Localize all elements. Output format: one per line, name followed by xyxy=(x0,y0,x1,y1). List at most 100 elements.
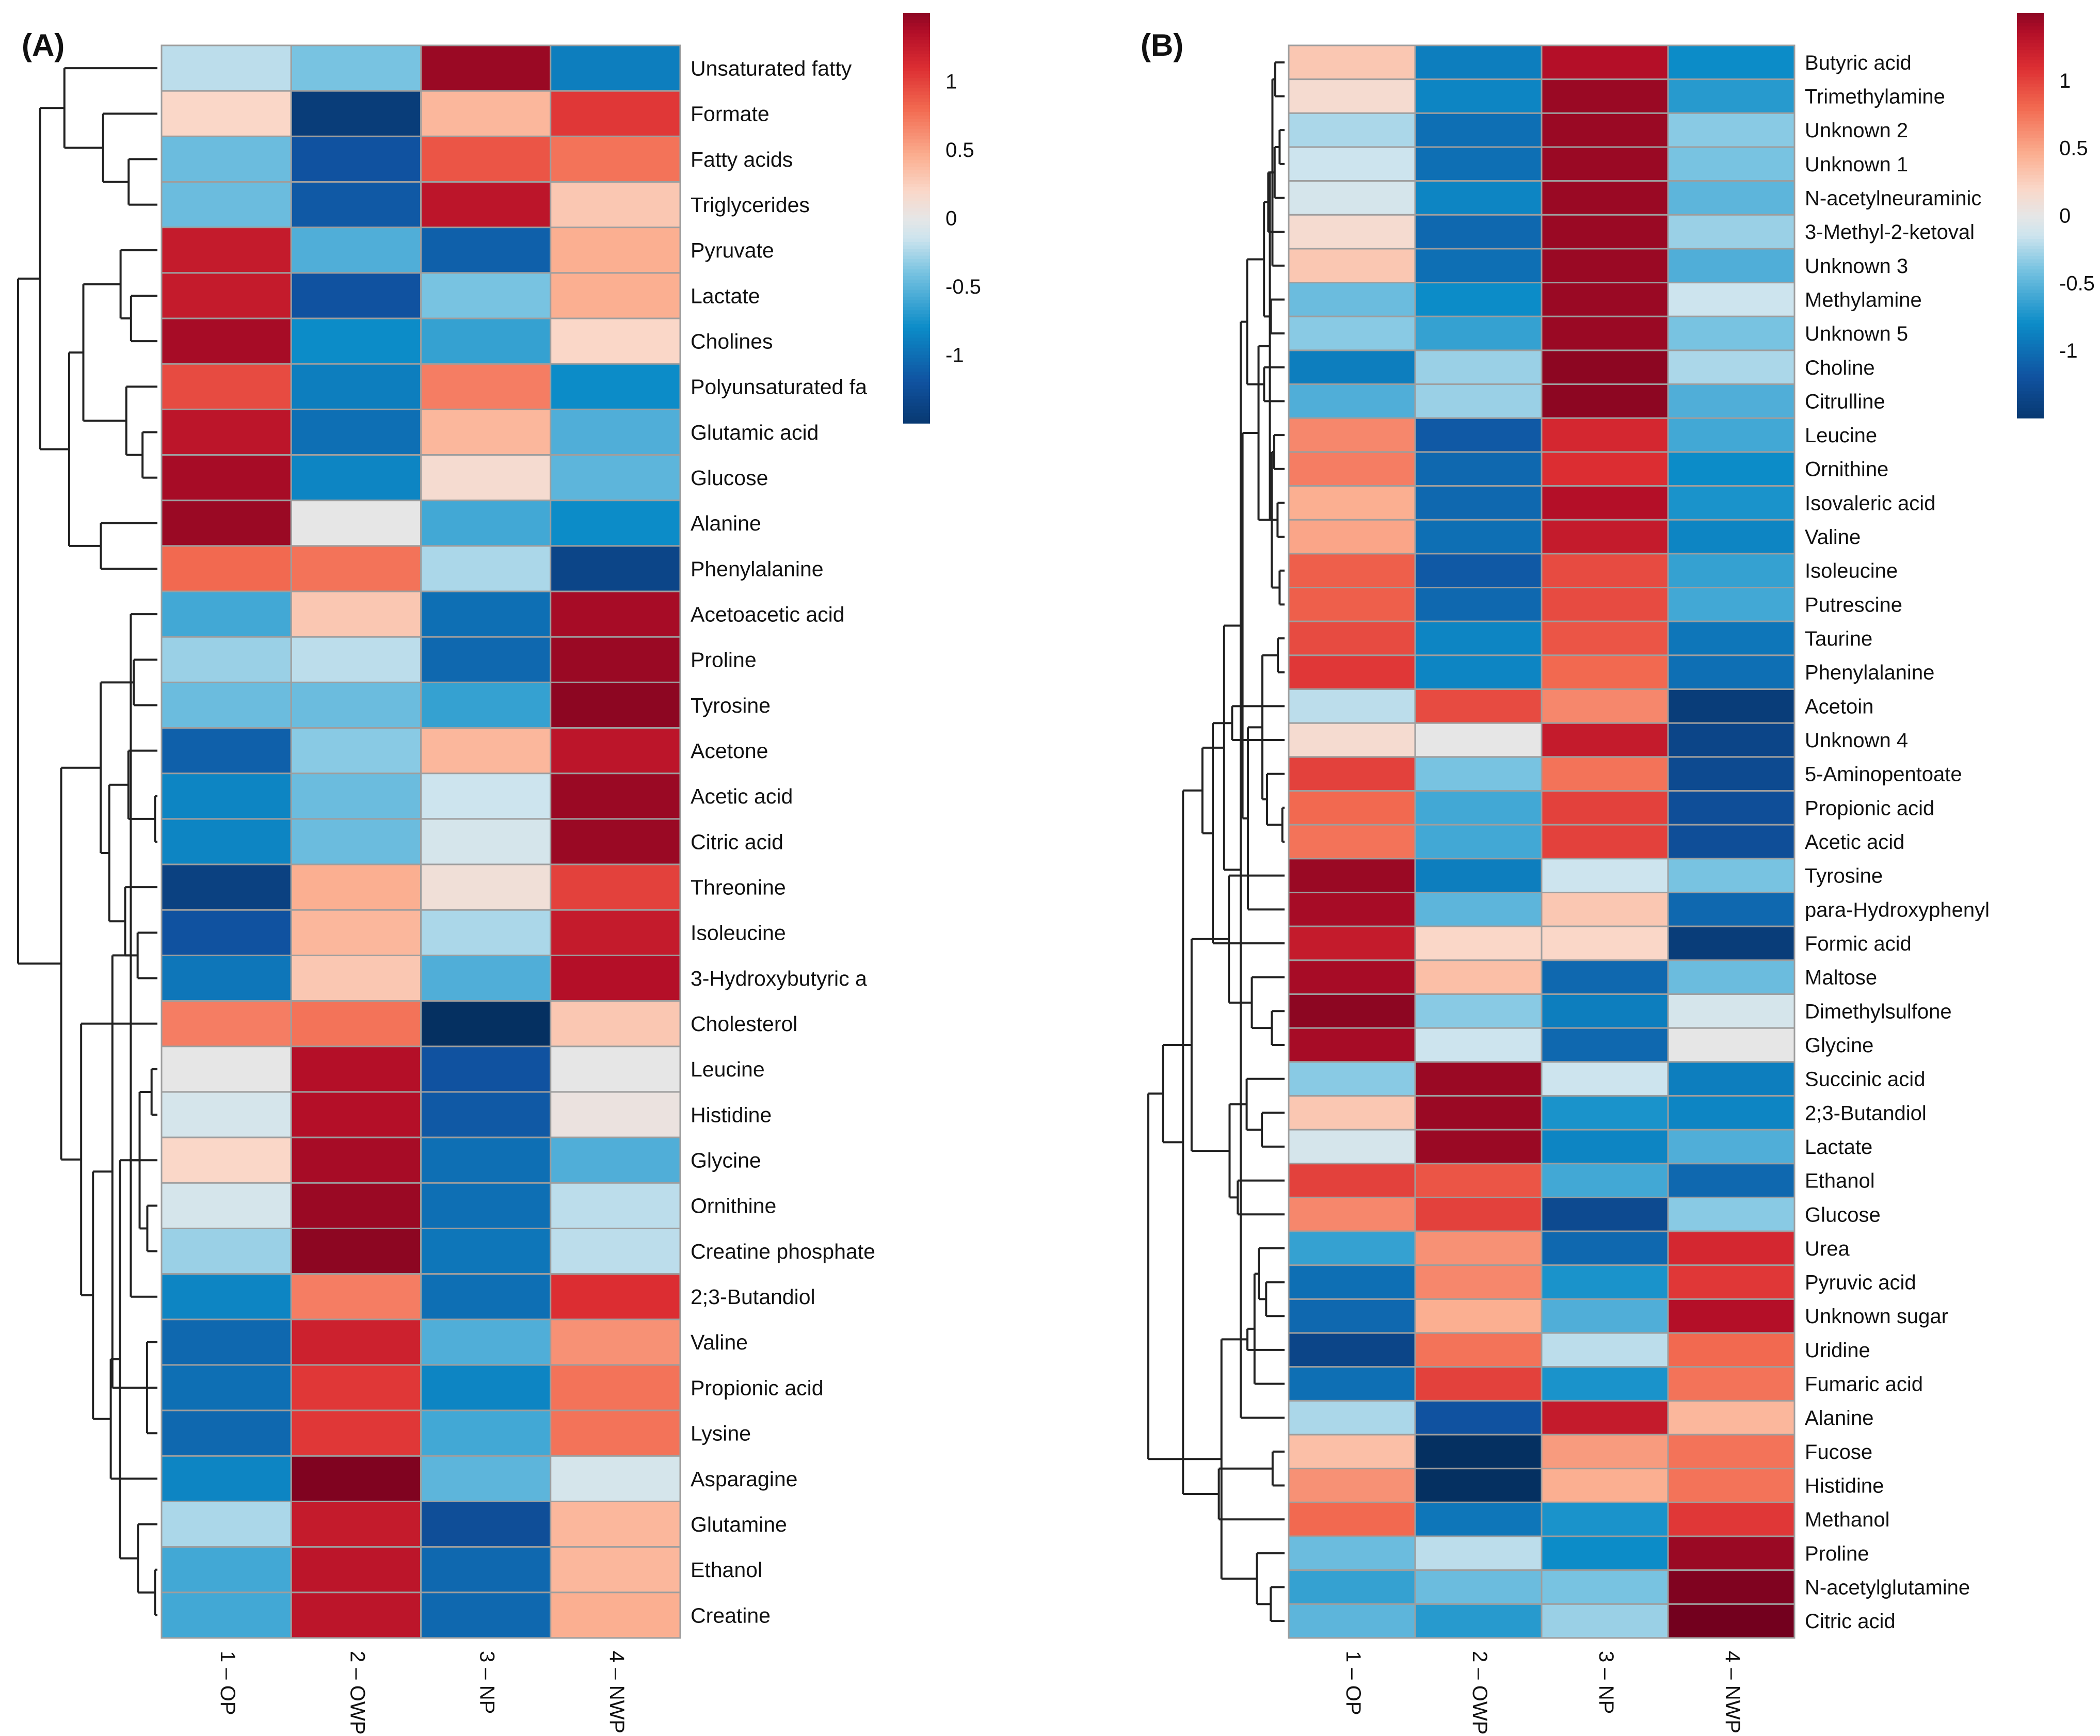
panel-a-heatmap-cell xyxy=(420,1546,552,1594)
panel-b-heatmap-cell xyxy=(1414,180,1543,216)
panel-a-heatmap-cell xyxy=(420,90,552,137)
panel-a-colorbar-segment xyxy=(903,153,930,157)
panel-b-colorbar-segment xyxy=(2017,107,2044,111)
panel-a-heatmap-cell xyxy=(550,681,681,729)
panel-b-colorbar-segment xyxy=(2017,90,2044,94)
panel-b-colorbar-segment xyxy=(2017,283,2044,287)
panel-b-colorbar-segment xyxy=(2017,26,2044,30)
panel-a-colorbar-segment xyxy=(903,105,930,109)
panel-a-colorbar-segment xyxy=(903,252,930,256)
panel-b-heatmap-cell xyxy=(1667,553,1796,589)
panel-b-heatmap-cell xyxy=(1414,146,1543,182)
panel-b-colorbar-segment xyxy=(2017,300,2044,304)
panel-b-heatmap-cell xyxy=(1288,1061,1416,1097)
panel-b-column-label: 3 – NP xyxy=(1595,1651,1617,1714)
panel-a-row-label: Proline xyxy=(691,648,757,672)
panel-a-colorbar-segment xyxy=(903,23,930,27)
panel-b-colorbar-segment xyxy=(2017,20,2044,24)
panel-a-colorbar-segment xyxy=(903,249,930,253)
panel-b-heatmap-cell xyxy=(1667,146,1796,182)
panel-b-colorbar-segment xyxy=(2017,357,2044,361)
panel-a-colorbar-segment xyxy=(903,331,930,335)
panel-b-heatmap-cell xyxy=(1541,485,1669,521)
panel-b-heatmap-cell xyxy=(1414,1468,1543,1503)
panel-b-heatmap-cell xyxy=(1541,112,1669,148)
panel-a-colorbar-segment xyxy=(903,355,930,359)
panel-a-heatmap-cell xyxy=(420,1227,552,1275)
panel-a-heatmap-cell xyxy=(161,727,292,775)
panel-b-row-label: Butyric acid xyxy=(1805,52,1912,74)
panel-a-colorbar-segment xyxy=(903,156,930,160)
panel-b-heatmap-cell xyxy=(1541,417,1669,453)
panel-b-heatmap-cell xyxy=(1414,993,1543,1029)
panel-a-row-label: Ethanol xyxy=(691,1558,762,1582)
panel-b-heatmap-cell xyxy=(1288,1569,1416,1605)
panel-b-heatmap-cell xyxy=(1288,417,1416,453)
panel-b-heatmap-cell xyxy=(1288,620,1416,656)
panel-a-row-label: Formate xyxy=(691,102,770,126)
panel-a-heatmap-cell xyxy=(290,1319,422,1366)
heatmap-panel-b: (B) Butyric acid Trimethylamine Unknown 2 Un… xyxy=(1141,13,2095,1734)
panel-b-heatmap-cell xyxy=(1541,1163,1669,1198)
panel-a-row-label: Phenylalanine xyxy=(691,557,824,581)
panel-b-row-label: Propionic acid xyxy=(1805,797,1934,819)
panel-b-row-label: Methanol xyxy=(1805,1508,1890,1531)
panel-b-colorbar-segment xyxy=(2017,404,2044,409)
panel-b-heatmap-cell xyxy=(1667,1400,1796,1436)
panel-b-heatmap-cell xyxy=(1288,146,1416,182)
panel-b-heatmap-cell xyxy=(1414,1400,1543,1436)
panel-a-heatmap-cell xyxy=(420,773,552,820)
panel-a-colorbar-segment xyxy=(903,382,930,386)
panel-a-heatmap-cell xyxy=(420,1455,552,1502)
panel-b-heatmap-cell xyxy=(1288,688,1416,724)
panel-a-heatmap-cell xyxy=(161,1136,292,1184)
panel-a-heatmap-cell xyxy=(550,727,681,775)
panel-a-colorbar-segment xyxy=(903,293,930,297)
panel-b-colorbar-segment xyxy=(2017,73,2044,78)
panel-b-heatmap-cell xyxy=(1414,620,1543,656)
panel-b-heatmap-cell xyxy=(1541,315,1669,351)
panel-a-colorbar-segment xyxy=(903,159,930,164)
panel-a-heatmap-cell xyxy=(290,272,422,319)
panel-b-colorbar-segment xyxy=(2017,327,2044,331)
panel-a-colorbar-segment xyxy=(903,43,930,48)
panel-a-colorbar-segment xyxy=(903,16,930,21)
panel-b-row-label: Unknown 5 xyxy=(1805,323,1908,345)
panel-a-heatmap-cell xyxy=(420,1091,552,1138)
panel-b-heatmap-cell xyxy=(1667,891,1796,927)
panel-a-row-label: Glycine xyxy=(691,1149,761,1172)
panel-a-heatmap-cell xyxy=(161,681,292,729)
panel-a-colorbar-segment xyxy=(903,272,930,277)
panel-b-colorbar-segment xyxy=(2017,154,2044,159)
panel-b-heatmap-cell xyxy=(1288,1332,1416,1368)
panel-a-colorbar-segment xyxy=(903,317,930,322)
panel-b-row-label: Alanine xyxy=(1805,1407,1873,1429)
panel-a-row-label: Valine xyxy=(691,1330,748,1354)
panel-a-row-label: Creatine xyxy=(691,1603,771,1627)
panel-a-heatmap-cell xyxy=(420,1273,552,1321)
panel-a-colorbar-segment xyxy=(903,74,930,78)
panel-b-colorbar-segment xyxy=(2017,222,2044,226)
panel-b-colorbar-segment xyxy=(2017,101,2044,105)
panel-b-heatmap-cell xyxy=(1541,790,1669,826)
panel-b-heatmap-cell xyxy=(1541,1366,1669,1402)
panel-a-colorbar-segment xyxy=(903,30,930,34)
panel-a-heatmap-cell xyxy=(290,1227,422,1275)
panel-b-heatmap-cell xyxy=(1541,1400,1669,1436)
panel-a-colorbar-segment xyxy=(903,142,930,147)
panel-a-heatmap-cell xyxy=(420,636,552,683)
panel-a-heatmap-cell xyxy=(550,500,681,547)
panel-b-heatmap-cell xyxy=(1541,1027,1669,1063)
panel-a-heatmap-cell xyxy=(290,1000,422,1048)
panel-b-colorbar-segment xyxy=(2017,408,2044,412)
panel-a-colorbar-segment xyxy=(903,320,930,325)
panel-b-heatmap-cell xyxy=(1667,1264,1796,1300)
panel-b-heatmap-cell xyxy=(1541,1061,1669,1097)
panel-b-heatmap-cell xyxy=(1541,214,1669,250)
panel-b-heatmap-cell xyxy=(1667,1027,1796,1063)
panel-a-colorbar-segment xyxy=(903,139,930,143)
panel-b-heatmap-cell xyxy=(1541,1332,1669,1368)
panel-b-heatmap-cell xyxy=(1541,1501,1669,1537)
panel-b-row-label: Proline xyxy=(1805,1542,1869,1565)
panel-b-heatmap-cell xyxy=(1667,824,1796,860)
